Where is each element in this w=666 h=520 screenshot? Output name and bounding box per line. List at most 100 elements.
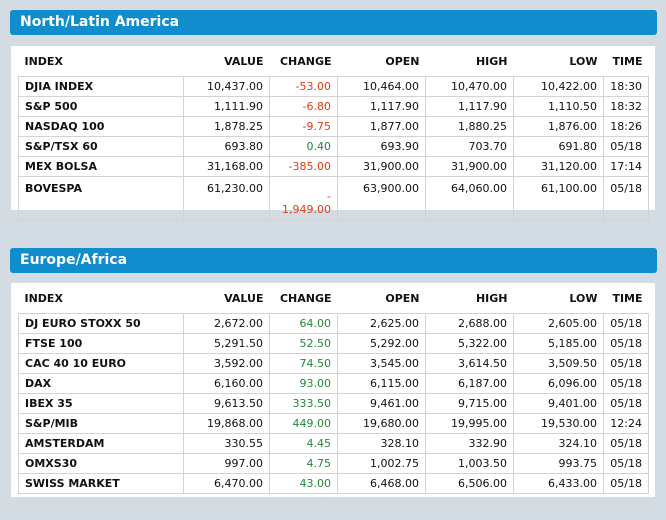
- change-cell: 0.40: [269, 136, 338, 157]
- index-name-link[interactable]: DJ EURO STOXX 50: [18, 313, 184, 334]
- col-index: INDEX: [24, 54, 63, 68]
- time-cell: 18:26: [603, 116, 649, 137]
- time-cell: 17:14: [603, 156, 649, 177]
- time-cell: 05/18: [603, 176, 649, 221]
- change-sign: -: [327, 190, 331, 203]
- open-cell: 328.10: [337, 433, 426, 454]
- change-cell: 43.00: [269, 473, 338, 494]
- low-cell: 1,876.00: [513, 116, 604, 137]
- high-cell: 3,614.50: [425, 353, 514, 374]
- col-low: LOW: [569, 54, 598, 68]
- index-name-link[interactable]: S&P 500: [18, 96, 184, 117]
- time-cell: 05/18: [603, 433, 649, 454]
- change-cell: -53.00: [269, 76, 338, 97]
- index-name-link[interactable]: FTSE 100: [18, 333, 184, 354]
- high-cell: 332.90: [425, 433, 514, 454]
- time-cell: 12:24: [603, 413, 649, 434]
- europe-table: INDEX VALUE CHANGE OPEN HIGH LOW TIME DJ…: [18, 283, 649, 494]
- high-cell: 703.70: [425, 136, 514, 157]
- open-cell: 19,680.00: [337, 413, 426, 434]
- high-cell: 19,995.00: [425, 413, 514, 434]
- index-name-link[interactable]: SWISS MARKET: [18, 473, 184, 494]
- value-cell: 6,160.00: [183, 373, 270, 394]
- low-cell: 31,120.00: [513, 156, 604, 177]
- open-cell: 63,900.00: [337, 176, 426, 221]
- index-name-link[interactable]: DAX: [18, 373, 184, 394]
- high-cell: 9,715.00: [425, 393, 514, 414]
- index-name-link[interactable]: NASDAQ 100: [18, 116, 184, 137]
- open-cell: 1,002.75: [337, 453, 426, 474]
- value-cell: 1,111.90: [183, 96, 270, 117]
- index-name-link[interactable]: DJIA INDEX: [18, 76, 184, 97]
- change-cell: 4.45: [269, 433, 338, 454]
- north-america-panel: INDEX VALUE CHANGE OPEN HIGH LOW TIME DJ…: [11, 46, 655, 221]
- low-cell: 10,422.00: [513, 76, 604, 97]
- low-cell: 6,433.00: [513, 473, 604, 494]
- table-row: S&P 500 1,111.90 -6.80 1,117.90 1,117.90…: [18, 96, 649, 117]
- open-cell: 1,117.90: [337, 96, 426, 117]
- value-cell: 997.00: [183, 453, 270, 474]
- high-cell: 6,187.00: [425, 373, 514, 394]
- index-name-link[interactable]: S&P/MIB: [18, 413, 184, 434]
- value-cell: 10,437.00: [183, 76, 270, 97]
- low-cell: 993.75: [513, 453, 604, 474]
- change-cell: 64.00: [269, 313, 338, 334]
- index-name-link[interactable]: OMXS30: [18, 453, 184, 474]
- high-cell: 31,900.00: [425, 156, 514, 177]
- high-cell: 6,506.00: [425, 473, 514, 494]
- col-open: OPEN: [385, 291, 420, 305]
- col-high: HIGH: [475, 54, 508, 68]
- change-cell: 449.00: [269, 413, 338, 434]
- value-cell: 1,878.25: [183, 116, 270, 137]
- col-change: CHANGE: [279, 291, 332, 305]
- low-cell: 19,530.00: [513, 413, 604, 434]
- table-row: SWISS MARKET 6,470.00 43.00 6,468.00 6,5…: [18, 473, 649, 494]
- value-cell: 330.55: [183, 433, 270, 454]
- low-cell: 61,100.00: [513, 176, 604, 221]
- table-row: BOVESPA 61,230.00 - 1,949.00 63,900.00 6…: [18, 176, 649, 221]
- index-name-link[interactable]: IBEX 35: [18, 393, 184, 414]
- col-index: INDEX: [24, 291, 63, 305]
- high-cell: 5,322.00: [425, 333, 514, 354]
- table-row: AMSTERDAM 330.55 4.45 328.10 332.90 324.…: [18, 433, 649, 454]
- open-cell: 6,115.00: [337, 373, 426, 394]
- open-cell: 6,468.00: [337, 473, 426, 494]
- index-name-link[interactable]: MEX BOLSA: [18, 156, 184, 177]
- time-cell: 05/18: [603, 333, 649, 354]
- change-cell: 52.50: [269, 333, 338, 354]
- time-cell: 05/18: [603, 353, 649, 374]
- value-cell: 693.80: [183, 136, 270, 157]
- low-cell: 5,185.00: [513, 333, 604, 354]
- europe-title: Europe/Africa: [20, 252, 128, 268]
- value-cell: 5,291.50: [183, 333, 270, 354]
- table-row: DJIA INDEX 10,437.00 -53.00 10,464.00 10…: [18, 76, 649, 97]
- open-cell: 693.90: [337, 136, 426, 157]
- time-cell: 05/18: [603, 453, 649, 474]
- north-america-table: INDEX VALUE CHANGE OPEN HIGH LOW TIME DJ…: [18, 46, 649, 221]
- open-cell: 1,877.00: [337, 116, 426, 137]
- index-name-link[interactable]: AMSTERDAM: [18, 433, 184, 454]
- value-cell: 6,470.00: [183, 473, 270, 494]
- col-value: VALUE: [224, 54, 264, 68]
- open-cell: 31,900.00: [337, 156, 426, 177]
- high-cell: 1,003.50: [425, 453, 514, 474]
- col-value: VALUE: [224, 291, 264, 305]
- value-cell: 2,672.00: [183, 313, 270, 334]
- index-name-link[interactable]: CAC 40 10 EURO: [18, 353, 184, 374]
- change-cell: -9.75: [269, 116, 338, 137]
- time-cell: 18:30: [603, 76, 649, 97]
- low-cell: 324.10: [513, 433, 604, 454]
- time-cell: 05/18: [603, 373, 649, 394]
- value-cell: 3,592.00: [183, 353, 270, 374]
- table-row: DAX 6,160.00 93.00 6,115.00 6,187.00 6,0…: [18, 373, 649, 394]
- open-cell: 5,292.00: [337, 333, 426, 354]
- value-cell: 19,868.00: [183, 413, 270, 434]
- time-cell: 18:32: [603, 96, 649, 117]
- open-cell: 10,464.00: [337, 76, 426, 97]
- index-name-link[interactable]: BOVESPA: [18, 176, 184, 221]
- change-cell: -6.80: [269, 96, 338, 117]
- table-header-row: INDEX VALUE CHANGE OPEN HIGH LOW TIME: [19, 283, 649, 314]
- time-cell: 05/18: [603, 473, 649, 494]
- index-name-link[interactable]: S&P/TSX 60: [18, 136, 184, 157]
- value-cell: 61,230.00: [183, 176, 270, 221]
